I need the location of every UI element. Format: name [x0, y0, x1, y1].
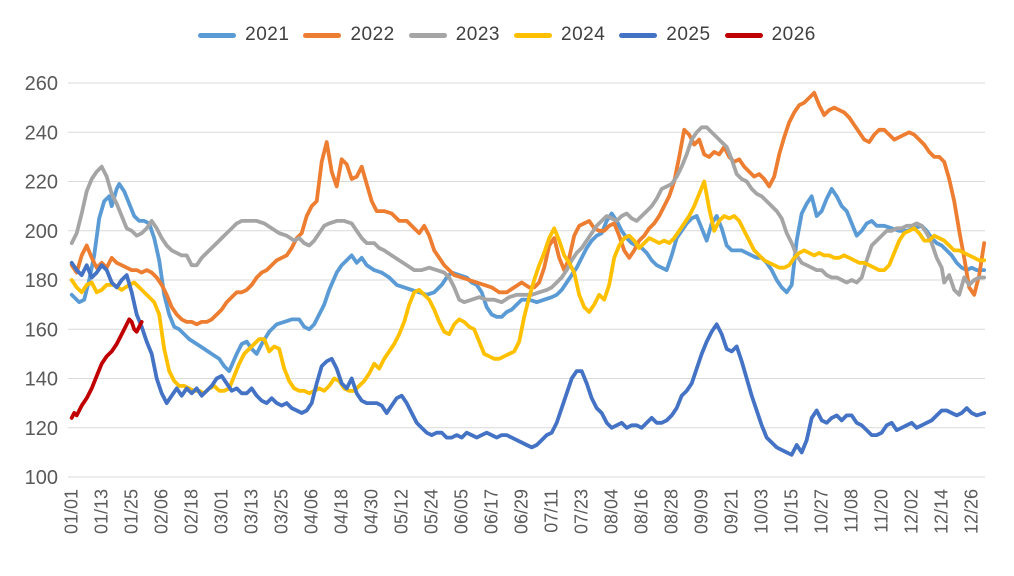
- y-axis-label: 180: [25, 270, 58, 292]
- x-axis-label: 10/15: [782, 489, 802, 534]
- y-axis-label: 100: [25, 467, 58, 489]
- x-axis-label: 11/20: [872, 489, 892, 533]
- x-axis-label: 08/16: [632, 489, 652, 534]
- x-axis-label: 01/01: [62, 489, 82, 534]
- legend-swatch-2021: [198, 32, 237, 38]
- legend-label-2024: 2024: [561, 24, 606, 45]
- legend-item-2022: 2022: [303, 24, 394, 46]
- x-axis-label: 10/03: [752, 489, 772, 534]
- x-axis-label: 10/27: [812, 489, 832, 534]
- x-axis-label: 01/25: [122, 489, 142, 534]
- series-line-2026: [69, 317, 144, 420]
- legend-swatch-2023: [408, 32, 447, 38]
- x-axis-label: 05/12: [392, 489, 412, 534]
- x-axis-label: 12/26: [962, 489, 982, 534]
- x-axis-label: 12/02: [902, 489, 922, 534]
- y-axis-label: 240: [25, 122, 58, 144]
- series-line-2023: [69, 125, 987, 305]
- x-axis-label: 04/06: [302, 489, 322, 534]
- x-axis-label: 02/18: [182, 489, 202, 534]
- legend-label-2026: 2026: [771, 24, 816, 45]
- series-line-2021: [69, 182, 987, 374]
- legend: 2021 2022 2023 2024 2025 2026: [0, 24, 1014, 46]
- legend-item-2021: 2021: [198, 24, 289, 46]
- legend-label-2025: 2025: [666, 24, 711, 45]
- y-axis-label: 120: [25, 418, 58, 440]
- legend-swatch-2022: [303, 32, 342, 38]
- legend-item-2023: 2023: [408, 24, 500, 46]
- x-axis-label: 02/06: [152, 489, 172, 534]
- x-axis-label: 11/08: [842, 489, 862, 533]
- x-axis-label: 03/13: [242, 489, 262, 534]
- y-axis-label: 160: [25, 319, 58, 341]
- x-axis-label: 01/13: [92, 489, 112, 534]
- legend-item-2024: 2024: [514, 24, 605, 46]
- y-axis-label: 260: [25, 73, 58, 95]
- series-line-2025: [69, 260, 987, 457]
- x-axis-label: 04/30: [362, 489, 382, 534]
- x-axis-label: 09/09: [692, 489, 712, 534]
- legend-label-2022: 2022: [350, 24, 395, 45]
- legend-swatch-2024: [514, 32, 552, 38]
- y-axis-label: 140: [25, 369, 58, 391]
- x-axis-label: 06/05: [452, 489, 472, 534]
- x-axis-label: 03/01: [212, 489, 232, 534]
- x-axis-label: 03/25: [272, 489, 292, 534]
- x-axis-label: 04/18: [332, 489, 352, 534]
- x-axis-label: 06/29: [512, 489, 532, 534]
- legend-swatch-2026: [724, 32, 763, 38]
- series-line-2022: [69, 90, 987, 327]
- legend-item-2025: 2025: [619, 24, 710, 46]
- y-axis-label: 220: [25, 172, 58, 194]
- x-axis-label: 06/17: [482, 489, 502, 534]
- x-axis-label: 08/04: [602, 489, 622, 534]
- x-axis-label: 08/28: [662, 489, 682, 534]
- y-axis-label: 200: [25, 221, 58, 243]
- x-axis-label: 09/21: [722, 489, 742, 534]
- legend-label-2023: 2023: [455, 24, 500, 45]
- x-axis-label: 05/24: [422, 489, 442, 534]
- legend-label-2021: 2021: [245, 24, 290, 45]
- x-axis-label: 07/11: [542, 489, 562, 533]
- x-axis-label: 07/23: [572, 489, 592, 534]
- legend-swatch-2025: [619, 32, 658, 38]
- legend-item-2026: 2026: [724, 24, 816, 46]
- x-axis-label: 12/14: [932, 489, 952, 534]
